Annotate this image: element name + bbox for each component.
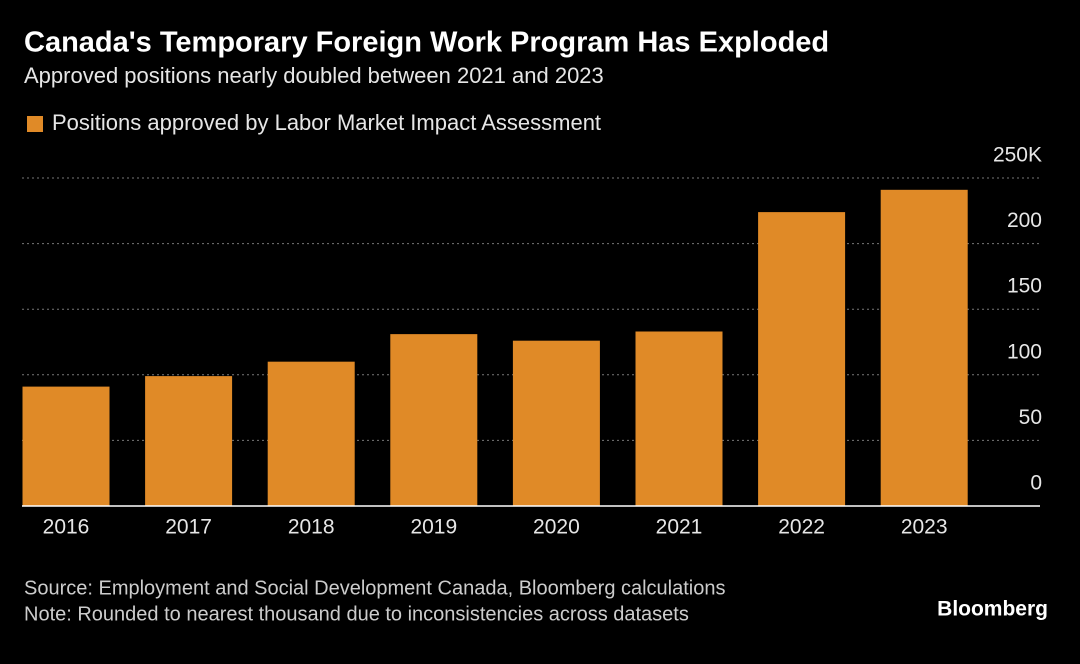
bar bbox=[880, 189, 968, 507]
bar bbox=[390, 334, 478, 506]
bar bbox=[758, 212, 846, 506]
y-tick-label: 200 bbox=[1007, 209, 1042, 232]
y-tick-label: 150 bbox=[1007, 275, 1042, 298]
chart-title: Canada's Temporary Foreign Work Program … bbox=[24, 27, 829, 59]
x-tick-label: 2022 bbox=[778, 516, 825, 539]
bar bbox=[145, 376, 233, 506]
bar bbox=[635, 331, 723, 506]
x-tick-label: 2019 bbox=[410, 516, 457, 539]
y-tick-label: 100 bbox=[1007, 340, 1042, 363]
legend-swatch bbox=[27, 116, 43, 132]
y-tick-label: 50 bbox=[1019, 406, 1042, 429]
x-tick-label: 2016 bbox=[43, 516, 90, 539]
bar bbox=[512, 340, 600, 506]
legend-label: Positions approved by Labor Market Impac… bbox=[52, 110, 601, 135]
x-tick-label: 2021 bbox=[656, 516, 703, 539]
y-tick-label: 0 bbox=[1030, 472, 1042, 495]
x-tick-label: 2018 bbox=[288, 516, 335, 539]
y-tick-label: 250K bbox=[993, 144, 1042, 167]
note: Note: Rounded to nearest thousand due to… bbox=[24, 603, 689, 625]
chart-subtitle: Approved positions nearly doubled betwee… bbox=[24, 63, 604, 88]
x-tick-label: 2017 bbox=[165, 516, 212, 539]
brand-logo: Bloomberg bbox=[937, 598, 1048, 621]
source: Source: Employment and Social Developmen… bbox=[24, 577, 726, 599]
x-tick-label: 2020 bbox=[533, 516, 580, 539]
x-tick-label: 2023 bbox=[901, 516, 948, 539]
bar bbox=[267, 361, 355, 506]
bar bbox=[22, 386, 110, 506]
